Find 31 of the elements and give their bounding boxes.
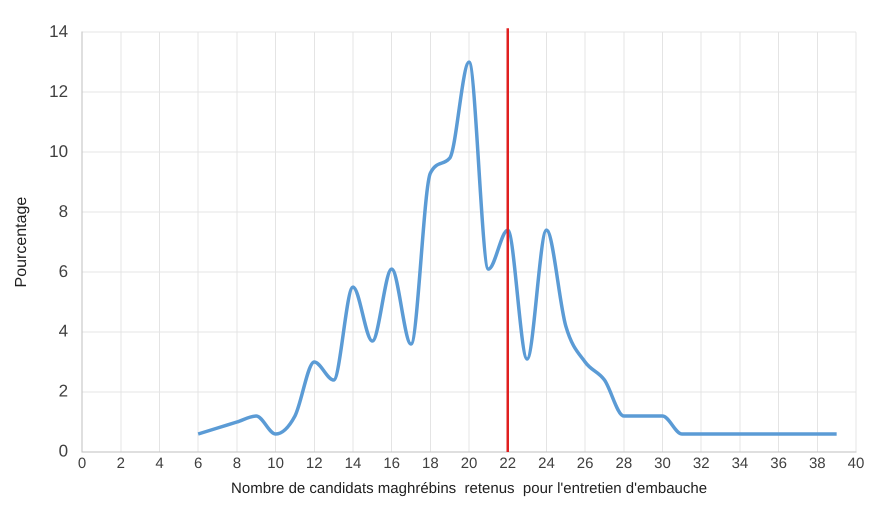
x-tick-label: 14 [344, 455, 362, 472]
y-tick-label: 2 [58, 382, 68, 401]
x-tick-label: 38 [808, 455, 826, 472]
line-series [196, 60, 838, 436]
x-tick-label: 22 [499, 455, 516, 472]
x-tick-label: 4 [155, 455, 164, 472]
x-tick-label: 20 [460, 455, 478, 472]
y-axis-title: Pourcentage [13, 196, 30, 288]
x-tick-label: 16 [383, 455, 400, 472]
x-tick-label: 2 [116, 455, 125, 472]
x-tick-label: 6 [194, 455, 202, 472]
x-tick-label: 24 [538, 455, 555, 472]
x-tick-label: 40 [848, 455, 864, 472]
y-tick-label: 8 [58, 202, 68, 221]
x-tick-label: 10 [267, 455, 284, 472]
y-tick-label: 10 [49, 142, 68, 161]
x-tick-label: 28 [615, 455, 632, 472]
x-tick-label: 36 [770, 455, 787, 472]
x-tick-label: 0 [78, 455, 86, 472]
y-tick-label: 12 [49, 82, 68, 101]
x-tick-label: 30 [654, 455, 671, 472]
y-tick-label: 14 [49, 22, 68, 41]
x-tick-label: 12 [306, 455, 323, 472]
x-tick-label: 18 [422, 455, 439, 472]
y-tick-label: 4 [58, 322, 68, 341]
x-tick-label: 34 [732, 455, 748, 472]
x-tick-label: 8 [232, 455, 242, 472]
y-tick-label: 6 [58, 262, 68, 281]
x-tick-label: 32 [692, 455, 710, 472]
x-tick-label: 26 [576, 455, 594, 472]
x-axis-title: Nombre de candidats maghrébins retenus pour l'entretien d'embauche [231, 480, 708, 498]
